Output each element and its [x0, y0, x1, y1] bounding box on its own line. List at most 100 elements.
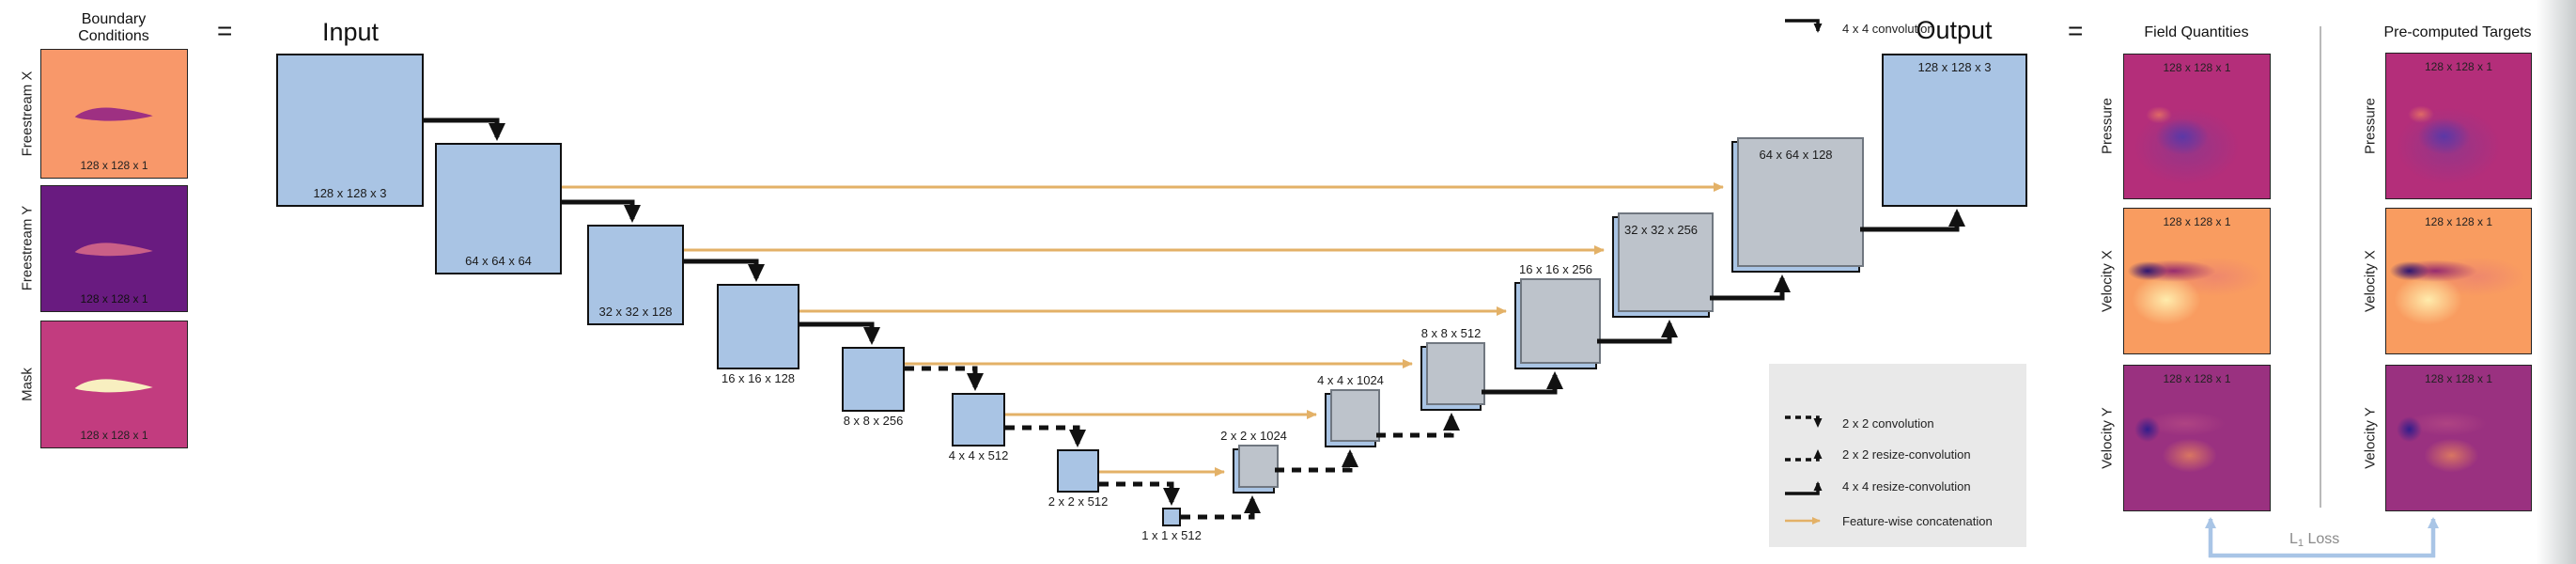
unet-block-enc-32: 32 x 32 x 128: [587, 225, 684, 325]
airfoil-silhouette: [74, 243, 153, 257]
l1-loss-label: L1 Loss: [2289, 531, 2339, 549]
conv-4x4-arrow: [799, 321, 880, 345]
output-title: Output: [1916, 16, 1993, 44]
target-velocity-y-label: Velocity Y: [2362, 407, 2379, 469]
field-velocity-y-label: Velocity Y: [2099, 407, 2116, 469]
resize-conv-2x2-arrow: [1376, 413, 1460, 438]
loss-base: L: [2289, 531, 2298, 547]
column-separator: [2320, 26, 2321, 508]
image-dims-label: 128 x 128 x 1: [2424, 372, 2493, 385]
resize-conv-4x4-arrow: [1597, 320, 1678, 344]
legend-item-conv4: 4 x 4 convolution: [1782, 15, 1934, 41]
unet-block-bottleneck-1: 1 x 1 x 512: [1141, 508, 1202, 542]
field-velocity-x-label: Velocity X: [2099, 250, 2116, 312]
target-velocity-x-label: Velocity X: [2362, 250, 2379, 312]
field-velocity-y-image: 128 x 128 x 1: [2123, 365, 2271, 511]
block-dims-label: 32 x 32 x 128: [598, 305, 673, 319]
image-dims-label: 128 x 128 x 1: [2424, 215, 2493, 228]
unet-block-input: 128 x 128 x 3: [276, 54, 424, 207]
block-dims-label: 16 x 16 x 256: [1518, 262, 1593, 276]
resize-conv-2x2-arrow: [1181, 495, 1261, 520]
legend-icon-4x4-resize-convolution: [1785, 481, 1823, 495]
legend-box: 4 x 4 convolution 2 x 2 convolution 2 x …: [1769, 19, 2026, 547]
unet-block-enc-4: 4 x 4 x 512: [949, 393, 1008, 462]
unet-block-dec-8: 8 x 8 x 512: [1420, 326, 1485, 411]
unet-block-enc-2: 2 x 2 x 512: [1048, 449, 1108, 509]
legend-icon-2x2-convolution: [1785, 415, 1823, 428]
target-pressure-image: 128 x 128 x 1: [2385, 53, 2532, 199]
legend-item-concat: Feature-wise concatenation: [1782, 508, 1993, 534]
legend-item-resize2: 2 x 2 resize-convolution: [1782, 441, 1971, 467]
legend-label: 4 x 4 convolution: [1842, 21, 1934, 36]
block-dims-label: 8 x 8 x 256: [843, 414, 904, 428]
resize-conv-4x4-arrow: [1860, 209, 1965, 232]
block-dims-label: 8 x 8 x 512: [1420, 326, 1482, 340]
legend-icon-feature-concatenation: [1785, 517, 1821, 525]
unet-block-output: 128 x 128 x 3: [1882, 54, 2027, 207]
block-dims-label: 128 x 128 x 3: [1917, 60, 1992, 74]
legend-icon-4x4-convolution: [1785, 19, 1823, 33]
right-edge-fade: [2537, 0, 2576, 564]
freestream-x-label: Freestream X: [19, 70, 36, 157]
unet-block-dec-16: 16 x 16 x 256: [1514, 262, 1601, 369]
conv-4x4-arrow: [562, 199, 641, 223]
mask-image: 128 x 128 x 1: [40, 321, 188, 448]
conv-2x2-arrow: [1099, 481, 1180, 506]
field-pressure-label: Pressure: [2099, 97, 2116, 155]
loss-rest: Loss: [2304, 531, 2340, 547]
image-dims-label: 128 x 128 x 1: [2424, 60, 2493, 73]
field-velocity-x-image: 128 x 128 x 1: [2123, 208, 2271, 354]
target-pressure-label: Pressure: [2362, 97, 2379, 155]
input-title: Input: [321, 18, 380, 46]
conv-2x2-arrow: [905, 366, 984, 391]
field-pressure-image: 128 x 128 x 1: [2123, 54, 2271, 199]
legend-label: 2 x 2 resize-convolution: [1842, 446, 1971, 462]
block-dims-label: 128 x 128 x 3: [313, 186, 387, 200]
conv-2x2-arrow: [1005, 425, 1086, 447]
legend-icon-2x2-resize-convolution: [1785, 449, 1823, 462]
legend-item-resize4: 4 x 4 resize-convolution: [1782, 473, 1971, 499]
image-dims-label: 128 x 128 x 1: [80, 159, 148, 172]
resize-conv-4x4-arrow: [1710, 274, 1791, 301]
legend-label: 4 x 4 resize-convolution: [1842, 478, 1971, 494]
block-dims-label: 4 x 4 x 512: [948, 448, 1009, 462]
legend-item-conv2: 2 x 2 convolution: [1782, 410, 1934, 436]
freestream-y-label: Freestream Y: [19, 205, 36, 291]
image-dims-label: 128 x 128 x 1: [2163, 215, 2231, 228]
precomputed-targets-title: Pre-computed Targets: [2383, 24, 2532, 40]
airfoil-silhouette: [74, 107, 153, 122]
image-dims-label: 128 x 128 x 1: [2163, 372, 2231, 385]
freestream-y-image: 128 x 128 x 1: [40, 185, 188, 312]
field-quantities-title: Field Quantities: [2144, 24, 2249, 40]
boundary-conditions-title: Boundary Conditions: [78, 11, 149, 45]
target-velocity-y-image: 128 x 128 x 1: [2385, 365, 2532, 511]
unet-block-dec-32: 32 x 32 x 256: [1612, 212, 1714, 318]
unet-block-enc-8: 8 x 8 x 256: [842, 347, 905, 428]
unet-block-dec-64: 64 x 64 x 128: [1731, 137, 1864, 273]
block-dims-label: 1 x 1 x 512: [1141, 528, 1202, 542]
image-dims-label: 128 x 128 x 1: [80, 292, 148, 306]
block-dims-label: 2 x 2 x 512: [1047, 494, 1109, 509]
conv-4x4-arrow: [424, 118, 505, 141]
block-dims-label: 16 x 16 x 128: [721, 371, 796, 385]
conv-4x4-arrow: [684, 258, 765, 282]
unet-block-enc-16: 16 x 16 x 128: [717, 284, 799, 385]
loss-subscript: 1: [2297, 538, 2304, 549]
block-dims-label: 4 x 4 x 1024: [1317, 373, 1384, 387]
block-dims-label: 64 x 64 x 64: [465, 254, 532, 268]
unet-block-dec-4: 4 x 4 x 1024: [1317, 373, 1384, 447]
resize-conv-4x4-arrow: [1482, 371, 1563, 395]
block-dims-label: 2 x 2 x 1024: [1220, 429, 1287, 443]
equals-sign-right: =: [2068, 16, 2084, 45]
unet-block-enc-64: 64 x 64 x 64: [435, 143, 562, 274]
block-dims-label: 64 x 64 x 128: [1759, 148, 1833, 162]
unet-block-dec-2: 2 x 2 x 1024: [1220, 429, 1287, 494]
image-dims-label: 128 x 128 x 1: [80, 429, 148, 442]
image-dims-label: 128 x 128 x 1: [2163, 61, 2231, 74]
freestream-x-image: 128 x 128 x 1: [40, 49, 188, 179]
mask-label: Mask: [19, 368, 36, 401]
equals-sign-left: =: [217, 16, 233, 45]
airfoil-silhouette: [74, 379, 153, 392]
legend-label: 2 x 2 convolution: [1842, 415, 1934, 431]
